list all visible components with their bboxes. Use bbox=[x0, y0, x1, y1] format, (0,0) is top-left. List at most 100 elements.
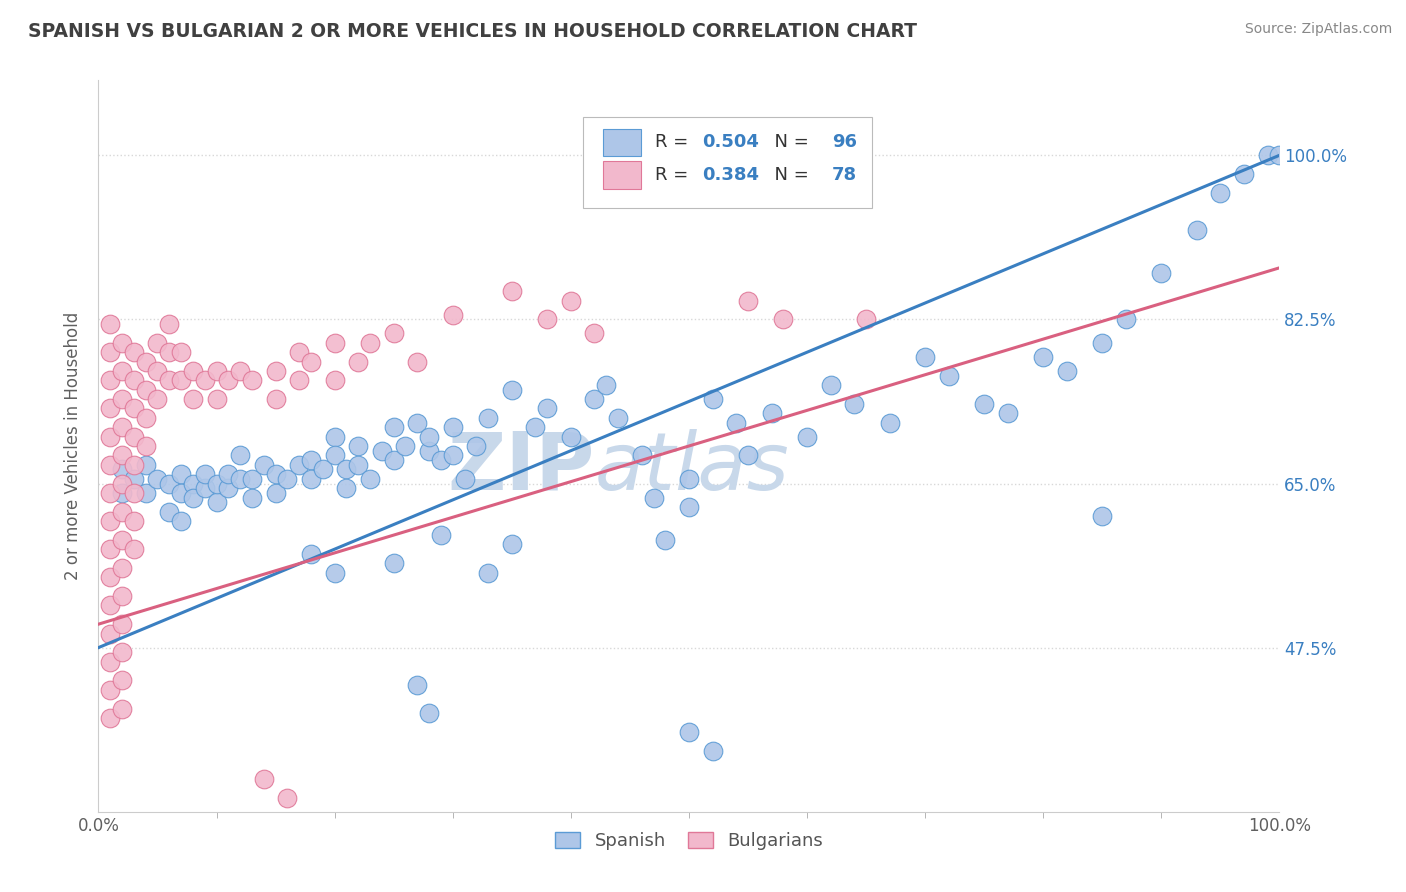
Point bbox=[264, 364, 287, 378]
Point bbox=[453, 472, 475, 486]
Point bbox=[299, 453, 322, 467]
Point bbox=[98, 682, 121, 697]
Point bbox=[170, 467, 193, 482]
Point bbox=[654, 533, 676, 547]
Point bbox=[111, 589, 134, 603]
Point bbox=[583, 326, 606, 341]
Point bbox=[98, 626, 121, 640]
Point bbox=[98, 429, 121, 443]
Point bbox=[205, 495, 228, 509]
Point bbox=[560, 293, 582, 308]
Point bbox=[323, 449, 346, 463]
Text: N =: N = bbox=[763, 167, 815, 185]
Point bbox=[170, 514, 193, 528]
Point bbox=[323, 373, 346, 387]
Point bbox=[111, 617, 134, 632]
Text: R =: R = bbox=[655, 167, 693, 185]
Point bbox=[111, 561, 134, 575]
Point bbox=[737, 293, 759, 308]
Point bbox=[276, 790, 298, 805]
Point bbox=[98, 373, 121, 387]
Point bbox=[1268, 148, 1291, 162]
Point bbox=[879, 416, 901, 430]
Point bbox=[111, 505, 134, 519]
Point bbox=[146, 472, 169, 486]
Point bbox=[359, 472, 381, 486]
Point bbox=[299, 472, 322, 486]
Point bbox=[406, 678, 429, 692]
Point bbox=[135, 486, 157, 500]
Point bbox=[111, 364, 134, 378]
Point bbox=[524, 420, 547, 434]
Point bbox=[441, 449, 464, 463]
Point bbox=[1209, 186, 1232, 200]
Text: R =: R = bbox=[655, 134, 693, 152]
Point bbox=[536, 312, 558, 326]
Point bbox=[406, 354, 429, 368]
Point bbox=[194, 467, 217, 482]
Point bbox=[135, 354, 157, 368]
Point bbox=[702, 744, 724, 758]
Point bbox=[560, 429, 582, 443]
Point bbox=[111, 701, 134, 715]
Point bbox=[157, 317, 180, 331]
Point bbox=[844, 397, 866, 411]
Point bbox=[406, 416, 429, 430]
Point bbox=[98, 401, 121, 416]
Point bbox=[122, 345, 145, 359]
Point bbox=[371, 443, 394, 458]
Point bbox=[702, 392, 724, 406]
Point bbox=[737, 449, 759, 463]
Point bbox=[122, 458, 145, 472]
Point bbox=[678, 500, 700, 514]
Point bbox=[205, 364, 228, 378]
Point bbox=[122, 542, 145, 557]
Point bbox=[288, 458, 311, 472]
Point bbox=[382, 420, 405, 434]
Point bbox=[264, 467, 287, 482]
Point bbox=[111, 673, 134, 688]
Point bbox=[1257, 148, 1279, 162]
Point bbox=[678, 472, 700, 486]
Point bbox=[98, 599, 121, 613]
Point bbox=[477, 566, 499, 580]
Point bbox=[264, 486, 287, 500]
Point bbox=[135, 383, 157, 397]
Text: 0.384: 0.384 bbox=[702, 167, 759, 185]
Point bbox=[122, 472, 145, 486]
Point bbox=[111, 476, 134, 491]
Point bbox=[347, 458, 370, 472]
Point bbox=[382, 453, 405, 467]
Point bbox=[796, 429, 818, 443]
Point bbox=[98, 458, 121, 472]
Point bbox=[122, 401, 145, 416]
Point bbox=[111, 335, 134, 350]
Point bbox=[761, 406, 783, 420]
Point bbox=[643, 491, 665, 505]
Point bbox=[170, 486, 193, 500]
Point bbox=[347, 354, 370, 368]
Point bbox=[157, 345, 180, 359]
Point bbox=[418, 429, 440, 443]
Point bbox=[501, 383, 523, 397]
Point bbox=[820, 378, 842, 392]
Point bbox=[98, 711, 121, 725]
Point bbox=[299, 354, 322, 368]
Point bbox=[501, 285, 523, 299]
Point bbox=[98, 655, 121, 669]
Point bbox=[111, 449, 134, 463]
Point bbox=[1056, 364, 1078, 378]
Point bbox=[430, 453, 453, 467]
Point bbox=[772, 312, 794, 326]
Point bbox=[135, 458, 157, 472]
Point bbox=[122, 486, 145, 500]
Point bbox=[194, 373, 217, 387]
Point bbox=[181, 491, 204, 505]
Text: SPANISH VS BULGARIAN 2 OR MORE VEHICLES IN HOUSEHOLD CORRELATION CHART: SPANISH VS BULGARIAN 2 OR MORE VEHICLES … bbox=[28, 22, 917, 41]
Point bbox=[276, 472, 298, 486]
Point bbox=[240, 491, 263, 505]
Point bbox=[146, 364, 169, 378]
Point bbox=[382, 556, 405, 570]
Point bbox=[441, 308, 464, 322]
Point bbox=[607, 410, 630, 425]
